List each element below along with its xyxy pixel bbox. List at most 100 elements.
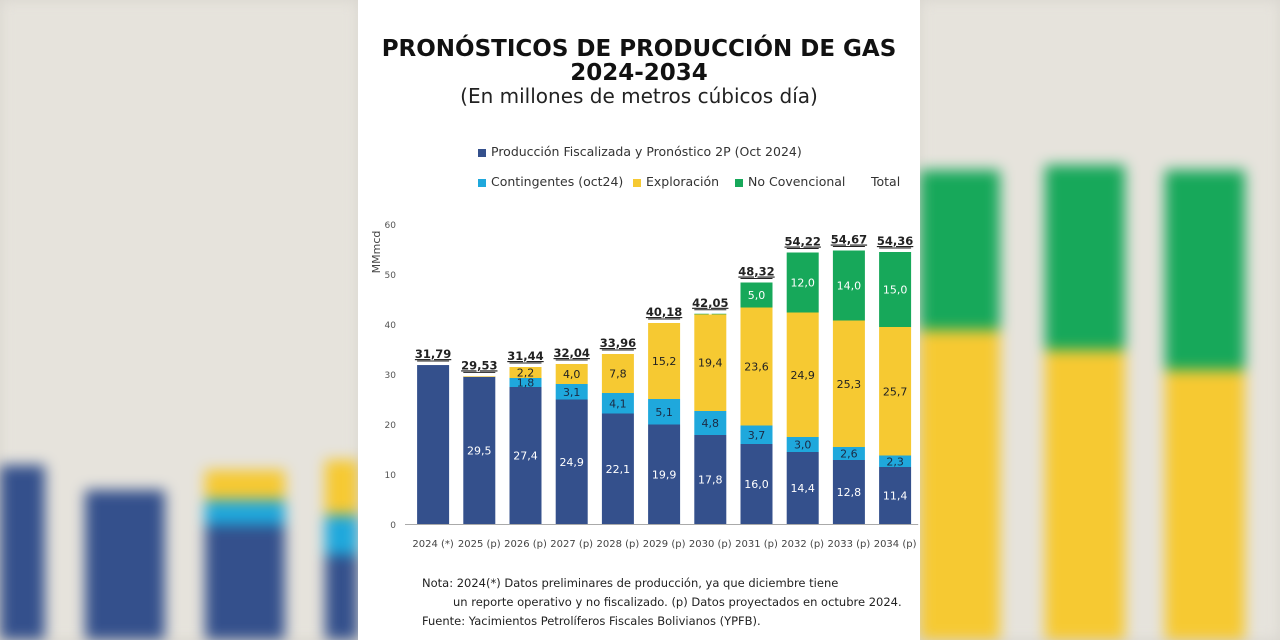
legend-item-produccion: Producción Fiscalizada y Pronóstico 2P (… [478, 144, 802, 159]
bar-segment-exploracion [879, 327, 912, 456]
bar-segment-produccion [832, 460, 865, 524]
data-label-produccion: 14,4 [790, 482, 815, 495]
bar-segment-exploracion [832, 320, 865, 447]
bar-segment-contingentes [601, 393, 634, 414]
data-label-contingentes: 4,8 [702, 417, 720, 430]
bar-segment-produccion [509, 387, 542, 524]
legend-label-produccion: Producción Fiscalizada y Pronóstico 2P (… [491, 144, 802, 159]
bar-segment-contingentes [740, 425, 773, 444]
x-tick-label: 2028 (p) [597, 539, 640, 550]
total-label: 48,32 [738, 265, 774, 279]
bar-segment-exploracion [555, 364, 588, 384]
bar-segment-produccion [417, 365, 450, 524]
total-label: 31,79 [415, 347, 451, 361]
data-label-produccion: 17,8 [698, 474, 723, 487]
x-tick-label: 2032 (p) [781, 539, 824, 550]
bar-segment-produccion [740, 444, 773, 524]
bar-segment-contingentes [694, 411, 727, 435]
y-tick-label: 10 [385, 471, 397, 481]
data-label-contingentes: 5,1 [655, 406, 673, 419]
x-tick-label: 2026 (p) [504, 539, 547, 550]
note-line-1: Nota: 2024(*) Datos preliminares de prod… [422, 576, 839, 590]
legend-label-exploracion: Exploración [646, 174, 720, 189]
data-label-contingentes: 1,8 [517, 377, 535, 390]
bar-segment-exploracion [601, 354, 634, 393]
legend-swatch-no-convencional [735, 178, 743, 187]
total-label: 54,22 [785, 235, 821, 249]
x-tick-label: 2025 (p) [458, 539, 501, 550]
y-tick-label: 50 [385, 271, 397, 281]
data-label-exploracion: 15,2 [652, 355, 677, 368]
data-label-exploracion: 24,9 [790, 369, 815, 382]
background-blur-right [920, 0, 1280, 640]
data-label-exploracion: 23,6 [744, 361, 769, 374]
total-label: 33,96 [600, 336, 636, 350]
bar-segment-exploracion [740, 307, 773, 426]
legend-label-contingentes: Contingentes (oct24) [491, 174, 624, 189]
y-axis-label: MMmcd [370, 231, 383, 274]
legend-label-no-convencional: No Covencional [748, 174, 846, 189]
x-tick-label: 2029 (p) [643, 539, 686, 550]
legend-item-no-convencional: No Covencional [735, 174, 845, 189]
x-tick-label: 2031 (p) [735, 539, 778, 550]
bar-segment-exploracion [786, 312, 819, 437]
legend-item-contingentes: Contingentes (oct24) [478, 174, 623, 189]
x-tick-label: 2027 (p) [550, 539, 593, 550]
data-label-no_convencional: 15,0 [883, 284, 908, 297]
data-label-produccion: 29,5 [467, 444, 492, 457]
chart-title: PRONÓSTICOS DE PRODUCCIÓN DE GAS [381, 36, 897, 62]
bar-segment-no_convencional [879, 252, 912, 327]
bar-segment-produccion [555, 399, 588, 524]
data-label-exploracion: 25,3 [837, 378, 862, 391]
bar-segment-produccion [879, 467, 912, 524]
bar-segment-produccion [694, 435, 727, 524]
y-tick-label: 40 [385, 321, 397, 331]
legend-label-total: Total [871, 174, 901, 189]
y-tick-label: 60 [385, 221, 397, 231]
data-label-contingentes: 3,0 [794, 439, 812, 452]
chart-subtitle: (En millones de metros cúbicos día) [460, 84, 818, 108]
data-label-exploracion: 7,8 [609, 368, 627, 381]
data-label-exploracion: 25,7 [883, 385, 908, 398]
bar-segment-no_convencional [694, 313, 727, 315]
data-label-no_convencional: 5,0 [748, 289, 766, 302]
x-tick-label: 2034 (p) [874, 539, 917, 550]
legend-swatch-exploracion [633, 178, 641, 187]
x-tick-label: 2033 (p) [828, 539, 871, 550]
data-label-produccion: 12,8 [837, 486, 862, 499]
data-label-produccion: 22,1 [606, 463, 631, 476]
data-label-exploracion: 4,0 [563, 368, 581, 381]
source-line: Fuente: Yacimientos Petrolíferos Fiscale… [422, 614, 761, 628]
bar-segment-produccion [648, 424, 681, 524]
legend-swatch-contingentes [478, 178, 486, 187]
data-label-produccion: 19,9 [652, 468, 677, 481]
y-tick-label: 20 [385, 421, 397, 431]
total-label: 40,18 [646, 305, 682, 319]
bar-segment-contingentes [648, 399, 681, 425]
total-label: 54,67 [831, 233, 867, 247]
data-label-exploracion: 19,4 [698, 357, 723, 370]
bar-segment-contingentes [832, 447, 865, 460]
bar-segment-no_convencional [786, 252, 819, 313]
total-label: 54,36 [877, 234, 913, 248]
data-label-produccion: 16,0 [744, 478, 769, 491]
data-label-contingentes: 3,1 [563, 386, 581, 399]
data-label-no_convencional: - [708, 307, 712, 320]
data-label-no_convencional: 14,0 [837, 280, 862, 293]
bar-segment-exploracion [463, 376, 496, 377]
bar-segment-no_convencional [740, 282, 773, 308]
bar-segment-no_convencional [832, 250, 865, 321]
bar-segment-exploracion [509, 367, 542, 378]
data-label-produccion: 27,4 [513, 450, 538, 463]
background-blur-left [0, 0, 358, 640]
data-label-contingentes: 4,1 [609, 397, 627, 410]
bar-segment-produccion [601, 413, 634, 524]
bar-segment-contingentes [555, 384, 588, 400]
total-label: 42,05 [692, 296, 728, 310]
total-label: 29,53 [461, 358, 497, 372]
data-label-exploracion: 2,2 [517, 367, 535, 380]
legend-item-total: Total [871, 174, 900, 189]
x-tick-label: 2024 (*) [412, 539, 454, 550]
bar-segment-contingentes [509, 378, 542, 387]
